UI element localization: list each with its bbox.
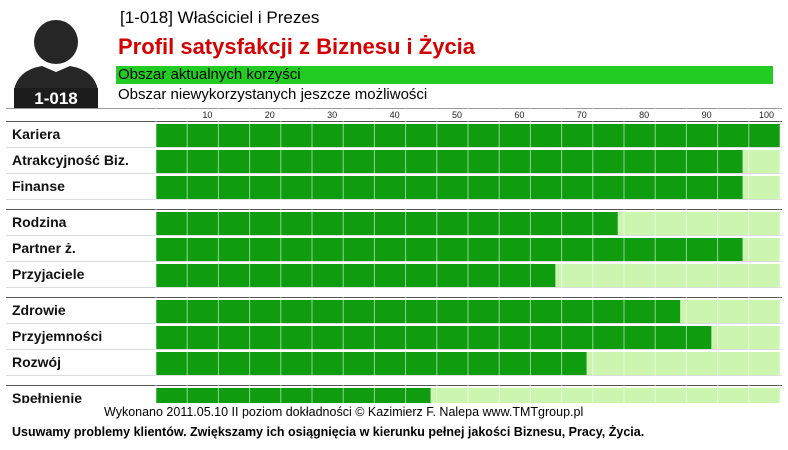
bar-potential bbox=[711, 326, 780, 349]
person-silhouette-icon: 1-018 bbox=[8, 8, 104, 108]
bar-potential bbox=[680, 300, 780, 323]
bar-current bbox=[156, 150, 743, 173]
bar-current bbox=[156, 238, 743, 261]
x-tick-label-top: 20 bbox=[265, 110, 275, 120]
bar-current bbox=[156, 176, 743, 199]
bar-current bbox=[156, 352, 587, 375]
bar-potential bbox=[555, 264, 780, 287]
row-label: Partner ż. bbox=[12, 240, 76, 256]
row-label: Przyjaciele bbox=[12, 266, 85, 282]
bar-potential bbox=[742, 150, 780, 173]
row-label: Kariera bbox=[12, 126, 60, 142]
x-tick-label-top: 70 bbox=[577, 110, 587, 120]
row-label: Rodzina bbox=[12, 214, 67, 230]
row-label: Rozwój bbox=[12, 354, 61, 370]
x-tick-label-top: 90 bbox=[702, 110, 712, 120]
bar-current bbox=[156, 264, 556, 287]
bar-potential bbox=[617, 212, 780, 235]
x-tick-label-top: 80 bbox=[639, 110, 649, 120]
row-label: Przyjemności bbox=[12, 328, 102, 344]
row-label: Zdrowie bbox=[12, 302, 66, 318]
bar-potential bbox=[742, 176, 780, 199]
x-tick-label-top: 60 bbox=[514, 110, 524, 120]
legend-potential: Obszar niewykorzystanych jeszcze możliwo… bbox=[118, 86, 428, 103]
x-tick-label-top: 10 bbox=[202, 110, 212, 120]
row-label: Atrakcyjność Biz. bbox=[12, 152, 129, 168]
header-title: [1-018] Właściciel i Prezes bbox=[120, 8, 320, 27]
bar-current bbox=[156, 300, 681, 323]
row-label: Spełnienie bbox=[12, 390, 82, 403]
bar-current bbox=[156, 326, 712, 349]
bar-current bbox=[156, 212, 618, 235]
x-tick-label-top: 50 bbox=[452, 110, 462, 120]
x-tick-label-top: 40 bbox=[390, 110, 400, 120]
satisfaction-chart: 10 20 30 40 50 60 70 80 90 100 Kariera Atrakcyjność… bbox=[6, 108, 782, 403]
footer-credits: Wykonano 2011.05.10 II poziom dokładnośc… bbox=[104, 405, 584, 419]
bar-potential bbox=[586, 352, 780, 375]
x-tick-label-top: 30 bbox=[327, 110, 337, 120]
bar-current bbox=[156, 388, 431, 403]
row-label: Finanse bbox=[12, 178, 65, 194]
bar-potential bbox=[742, 238, 780, 261]
bar-potential bbox=[430, 388, 780, 403]
legend-current: Obszar aktualnych korzyści bbox=[116, 66, 773, 84]
avatar-badge: 1-018 bbox=[34, 89, 77, 108]
x-tick-label-top: 100 bbox=[759, 110, 774, 120]
page-title: Profil satysfakcji z Biznesu i Życia bbox=[118, 34, 476, 59]
footer-slogan: Usuwamy problemy klientów. Zwiększamy ic… bbox=[12, 425, 645, 439]
